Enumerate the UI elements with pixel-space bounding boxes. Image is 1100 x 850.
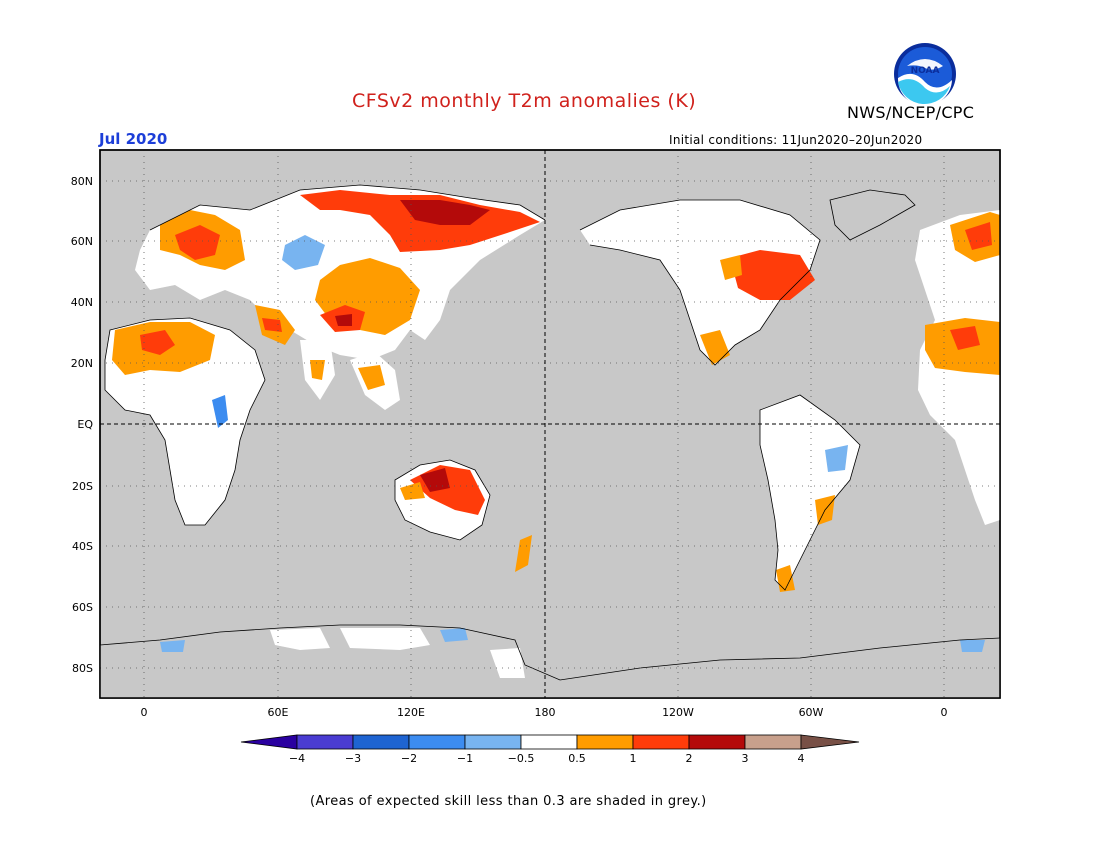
- colorbar-bin: [408, 734, 466, 750]
- latitude-labels: 80N 60N 40N 20N EQ 20S 40S 60S 80S: [71, 175, 94, 675]
- lon-label: 0: [141, 706, 148, 719]
- map-title: CFSv2 monthly T2m anomalies (K): [352, 90, 697, 112]
- colorbar-tick-label: −1: [457, 752, 473, 765]
- colorbar-tick-label: −3: [345, 752, 361, 765]
- lon-label: 180: [535, 706, 556, 719]
- lat-label: 60N: [71, 235, 93, 248]
- lon-label: 120E: [397, 706, 425, 719]
- colorbar-tick-label: 4: [798, 752, 805, 765]
- colorbar-bin: [576, 734, 634, 750]
- colorbar-tick-label: −4: [289, 752, 305, 765]
- lat-label: 40N: [71, 296, 93, 309]
- colorbar-bin: [352, 734, 410, 750]
- lon-label: 0: [941, 706, 948, 719]
- agency-label: NWS/NCEP/CPC: [847, 103, 975, 122]
- forecast-month: Jul 2020: [99, 130, 168, 148]
- colorbar-tick-label: −2: [401, 752, 417, 765]
- skill-footnote: (Areas of expected skill less than 0.3 a…: [310, 794, 707, 809]
- lat-label: 80N: [71, 175, 93, 188]
- noaa-logo-icon: NOAA: [894, 43, 956, 106]
- colorbar-bin: [688, 734, 746, 750]
- initial-conditions: Initial conditions: 11Jun2020–20Jun2020: [669, 133, 923, 147]
- lat-label: 80S: [72, 662, 93, 675]
- coastlines: [99, 184, 1001, 681]
- colorbar-bin: [464, 734, 522, 750]
- colorbar: [240, 734, 860, 750]
- colorbar-bin: [296, 734, 354, 750]
- colorbar-tick-label: −0.5: [508, 752, 535, 765]
- lat-label: 60S: [72, 601, 93, 614]
- svg-text:NOAA: NOAA: [911, 66, 940, 76]
- colorbar-bin: [240, 734, 298, 750]
- lon-label: 60E: [268, 706, 289, 719]
- colorbar-bin: [744, 734, 802, 750]
- lon-label: 60W: [799, 706, 824, 719]
- colorbar-bin: [632, 734, 690, 750]
- lat-label: 40S: [72, 540, 93, 553]
- colorbar-bin: [800, 734, 860, 750]
- colorbar-tick-label: 1: [630, 752, 637, 765]
- lon-label: 120W: [662, 706, 694, 719]
- colorbar-tick-label: 2: [686, 752, 693, 765]
- lat-label: EQ: [77, 418, 93, 431]
- longitude-labels: 0 60E 120E 180 120W 60W 0: [141, 706, 948, 719]
- lat-label: 20N: [71, 357, 93, 370]
- lat-label: 20S: [72, 480, 93, 493]
- colorbar-tick-label: 0.5: [568, 752, 586, 765]
- colorbar-bin: [520, 734, 578, 750]
- colorbar-labels: −4 −3 −2 −1 −0.5 0.5 1 2 3 4: [289, 752, 805, 765]
- colorbar-tick-label: 3: [742, 752, 749, 765]
- graticule: [100, 150, 1000, 698]
